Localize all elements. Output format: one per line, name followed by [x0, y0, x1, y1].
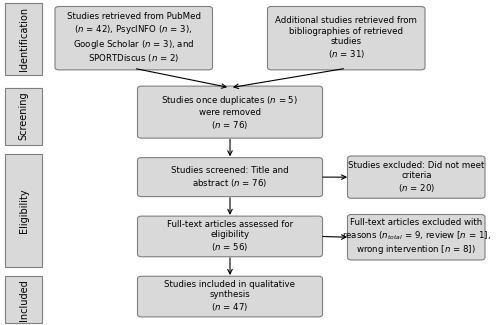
FancyBboxPatch shape: [55, 6, 212, 70]
FancyBboxPatch shape: [348, 214, 485, 260]
FancyBboxPatch shape: [138, 276, 322, 317]
Text: Full-text articles assessed for
eligibility
($n$ = 56): Full-text articles assessed for eligibil…: [167, 220, 293, 253]
FancyBboxPatch shape: [348, 156, 485, 198]
Text: Studies excluded: Did not meet
criteria
($n$ = 20): Studies excluded: Did not meet criteria …: [348, 161, 484, 194]
FancyBboxPatch shape: [5, 3, 43, 75]
Text: Studies retrieved from PubMed
($n$ = 42), PsycINFO ($n$ = 3),
Google Scholar ($n: Studies retrieved from PubMed ($n$ = 42)…: [67, 12, 201, 64]
FancyBboxPatch shape: [138, 86, 322, 138]
Text: Screening: Screening: [19, 92, 29, 140]
Text: Identification: Identification: [19, 7, 29, 71]
FancyBboxPatch shape: [138, 158, 322, 197]
Text: Included: Included: [19, 279, 29, 321]
FancyBboxPatch shape: [138, 216, 322, 257]
FancyBboxPatch shape: [5, 154, 43, 266]
FancyBboxPatch shape: [5, 276, 43, 323]
Text: Eligibility: Eligibility: [19, 188, 29, 233]
Text: Studies screened: Title and
abstract ($n$ = 76): Studies screened: Title and abstract ($n…: [171, 166, 289, 188]
FancyBboxPatch shape: [268, 6, 425, 70]
FancyBboxPatch shape: [5, 88, 43, 145]
Text: Full-text articles excluded with
reasons ($n_{total}$ = 9, review [$n$ = 1],
wro: Full-text articles excluded with reasons…: [342, 218, 490, 256]
Text: Studies once duplicates ($n$ = 5)
were removed
($n$ = 76): Studies once duplicates ($n$ = 5) were r…: [162, 94, 298, 131]
Text: Studies included in qualitative
synthesis
($n$ = 47): Studies included in qualitative synthesi…: [164, 280, 296, 313]
Text: Additional studies retrieved from
bibliographies of retrieved
studies
($n$ = 31): Additional studies retrieved from biblio…: [276, 16, 417, 60]
